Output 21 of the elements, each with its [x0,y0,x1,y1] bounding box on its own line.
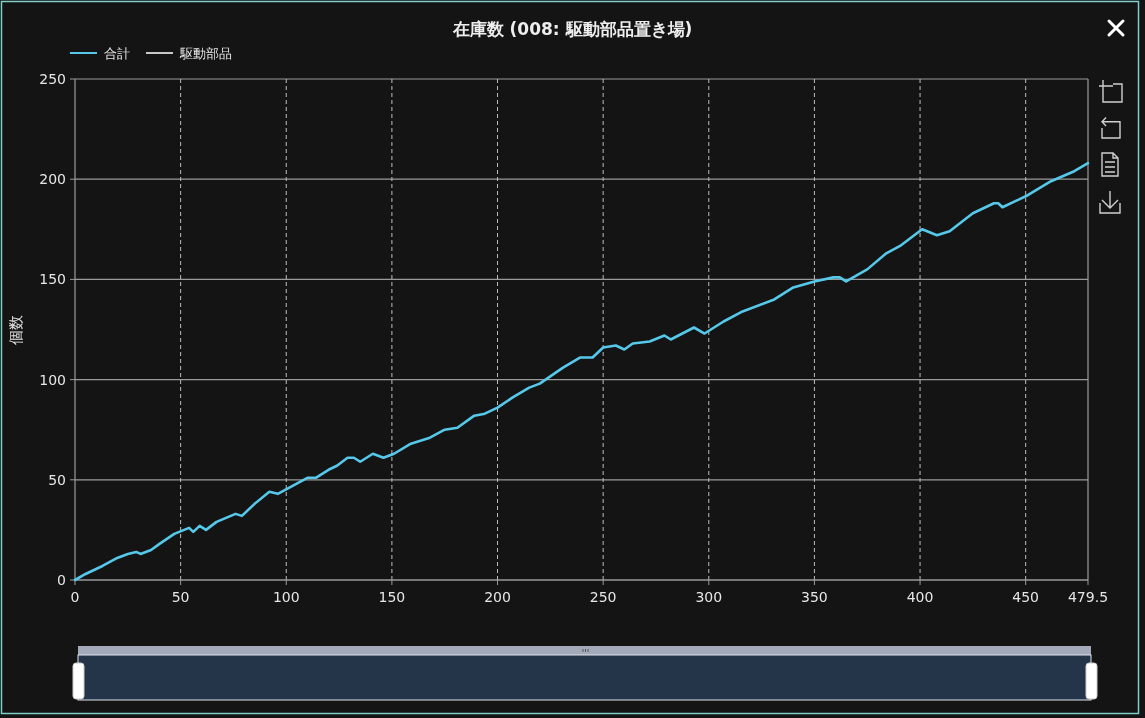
y-tick-label: 100 [39,371,66,388]
legend-label: 駆動部品 [179,46,232,61]
y-tick-label: 250 [39,71,66,87]
legend-label: 合計 [104,46,130,61]
x-tick-label: 250 [589,589,617,605]
chart-title: 在庫数 (008: 駆動部品置き場) [451,19,693,39]
y-tick-label: 150 [39,271,66,288]
x-tick-label: 100 [272,589,300,605]
x-tick-label: 200 [484,589,511,605]
x-tick-label: 50 [171,589,190,605]
x-tick-label: 400 [906,589,934,605]
y-tick-label: 50 [48,471,66,488]
x-tick-label: 479.5 [1067,589,1109,605]
y-tick-label: 0 [57,572,66,588]
x-tick-label: 450 [1012,589,1040,605]
x-tick-label: 150 [378,589,406,605]
x-tick-label: 0 [70,589,80,605]
x-tick-label: 350 [801,589,828,605]
y-axis-title: 個数 [7,314,25,345]
x-tick-label: 300 [695,589,723,605]
y-tick-label: 200 [39,171,66,188]
